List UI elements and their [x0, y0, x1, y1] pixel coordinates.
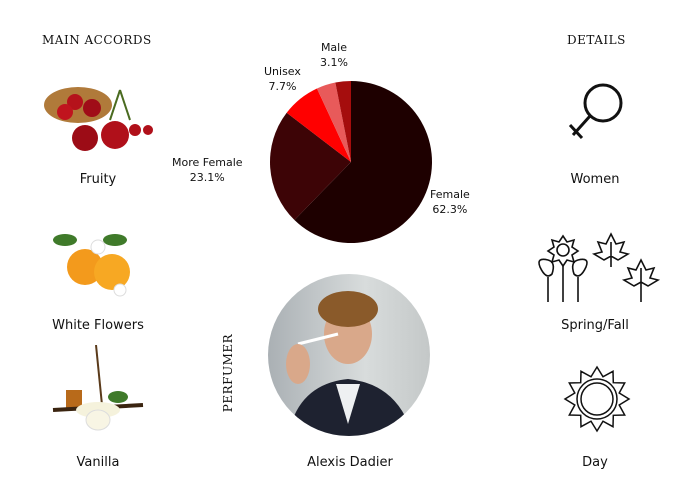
flowers-leaves-icon: [526, 232, 666, 304]
pie-label-more-female: More Female 23.1%: [172, 156, 243, 184]
sun-icon: [562, 364, 632, 434]
pie-slice-unisex: [286, 88, 351, 162]
pie-label-unisex: Unisex 7.7%: [264, 65, 301, 93]
orange-blossom-image: [50, 222, 145, 302]
detail-label-spring-fall: Spring/Fall: [561, 318, 629, 333]
cherries-image: [40, 80, 155, 155]
vanilla-flower-image: [48, 345, 148, 435]
perfumer-heading: PERFUMER: [221, 333, 235, 413]
pie-label-female: Female 62.3%: [430, 188, 470, 216]
female-symbol-icon: [565, 80, 630, 145]
details-heading: DETAILS: [567, 33, 626, 47]
gender-pie-chart: [269, 81, 432, 244]
pie-slice-more-female: [269, 112, 351, 220]
main-accords-heading: MAIN ACCORDS: [42, 33, 152, 47]
accord-label-white-flowers: White Flowers: [52, 318, 144, 333]
perfumer-name: Alexis Dadier: [307, 455, 393, 470]
perfumer-photo: [268, 274, 430, 436]
accord-label-fruity: Fruity: [79, 172, 117, 187]
pie-slice-female: [294, 81, 432, 244]
pie-slice-male: [335, 81, 351, 162]
detail-label-day: Day: [582, 455, 608, 470]
pie-slice-unlabeled: [316, 82, 351, 162]
accord-label-vanilla: Vanilla: [76, 455, 120, 470]
pie-label-male: Male 3.1%: [320, 41, 348, 69]
detail-label-women: Women: [570, 172, 620, 187]
